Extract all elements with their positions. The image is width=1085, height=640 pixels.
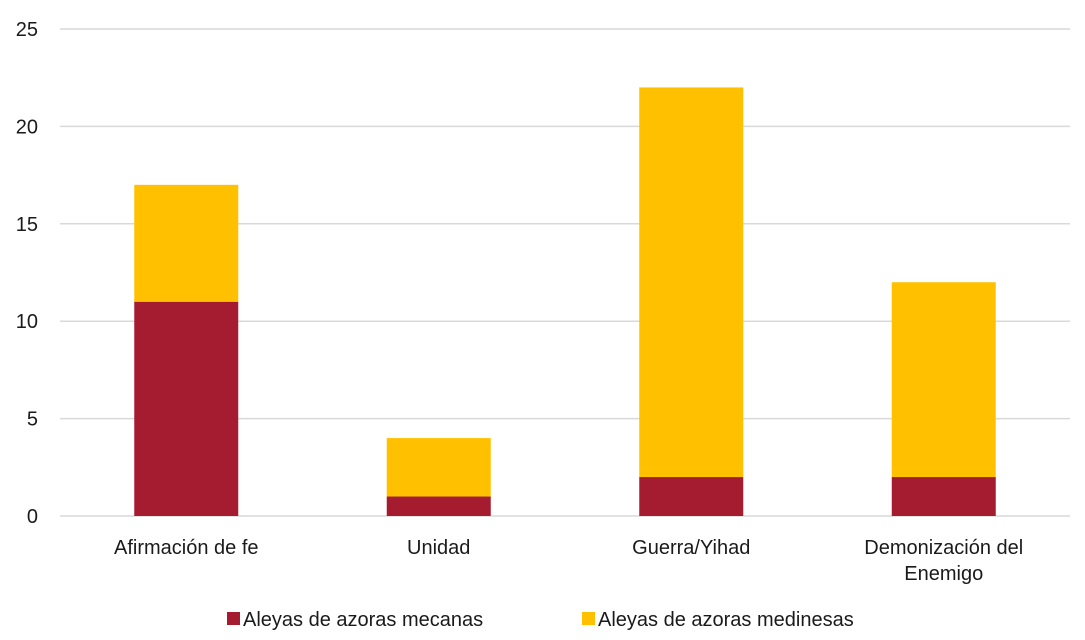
bar-segment-mecanas [891,477,996,516]
legend-label: Aleyas de azoras medinesas [598,609,854,631]
legend-swatch [227,612,240,625]
x-category-label: Afirmación de fe [114,537,259,559]
y-tick-label: 5 [27,409,38,431]
bar-segment-medinesas [386,438,491,497]
x-category-label: Demonización del [864,537,1023,559]
legend-label: Aleyas de azoras mecanas [243,609,483,631]
x-category-label: Unidad [407,537,470,559]
bar-segment-mecanas [639,477,744,516]
x-category-label: Enemigo [904,563,983,585]
bar-segment-medinesas [891,282,996,478]
y-tick-label: 20 [16,116,38,138]
x-axis-category-labels: Afirmación de fe Unidad Guerra/Yihad Demoni… [114,537,1023,585]
y-tick-label: 0 [27,506,38,528]
bar-segment-medinesas [639,87,744,478]
y-tick-label: 25 [16,19,38,41]
legend: Aleyas de azoras mecanas Aleyas de azoras… [227,609,854,631]
x-category-label: Guerra/Yihad [632,537,750,559]
bars [134,87,996,516]
y-tick-label: 15 [16,214,38,236]
legend-swatch [582,612,595,625]
y-axis-tick-labels: 0 5 10 15 20 25 [16,19,38,528]
bar-segment-mecanas [386,496,491,516]
y-tick-label: 10 [16,311,38,333]
bar-segment-mecanas [134,301,239,516]
bar-segment-medinesas [134,184,239,302]
